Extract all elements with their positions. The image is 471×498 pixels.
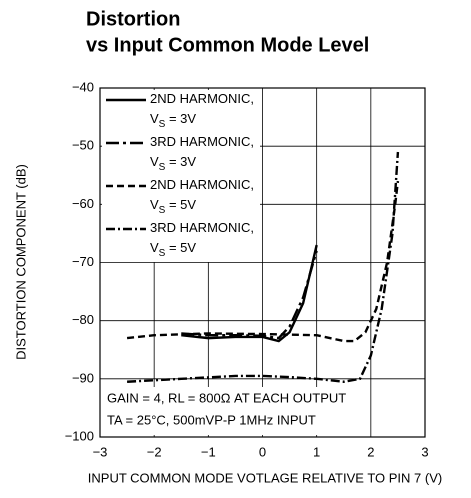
y-tick-label: −60	[72, 196, 94, 211]
legend: 2ND HARMONIC, VS = 3V 3RD HARMONIC, VS = 3V…	[102, 90, 260, 262]
y-tick-label: −100	[65, 428, 94, 443]
x-tick-label: 2	[367, 444, 374, 459]
series-line	[181, 250, 318, 340]
x-tick-label: 3	[421, 444, 428, 459]
y-tick-label: −90	[72, 370, 94, 385]
y-tick-label: −50	[72, 138, 94, 153]
y-tick-label: −40	[72, 79, 94, 94]
legend-label: 2ND HARMONIC, VS = 5V	[150, 177, 254, 215]
y-axis-label: DISTORTION COMPONENT (dB)	[13, 164, 28, 360]
chart-title: Distortion	[86, 8, 180, 30]
x-tick-label: −2	[147, 444, 162, 459]
x-axis-label: INPUT COMMON MODE VOTLAGE RELATIVE TO PI…	[88, 470, 442, 485]
annotation: TA = 25°C, 500mVP-P 1MHz INPUT	[107, 412, 316, 427]
x-tick-label: 1	[313, 444, 320, 459]
x-tick-label: −1	[201, 444, 216, 459]
annotation: GAIN = 4, RL = 800Ω AT EACH OUTPUT	[107, 390, 346, 405]
x-tick-label: 0	[259, 444, 266, 459]
y-tick-label: −70	[72, 254, 94, 269]
legend-label: 2ND HARMONIC, VS = 3V	[150, 91, 254, 129]
series-line	[181, 244, 318, 343]
x-tick-label: −3	[93, 444, 108, 459]
chart-subtitle: vs Input Common Mode Level	[86, 34, 369, 56]
annotation-background	[102, 387, 348, 435]
series-line	[126, 180, 400, 343]
y-tick-label: −80	[72, 312, 94, 327]
legend-label: 3RD HARMONIC, VS = 5V	[150, 220, 254, 258]
legend-label: 3RD HARMONIC, VS = 3V	[150, 134, 254, 172]
series-line	[127, 151, 400, 383]
legend-background	[102, 90, 260, 262]
